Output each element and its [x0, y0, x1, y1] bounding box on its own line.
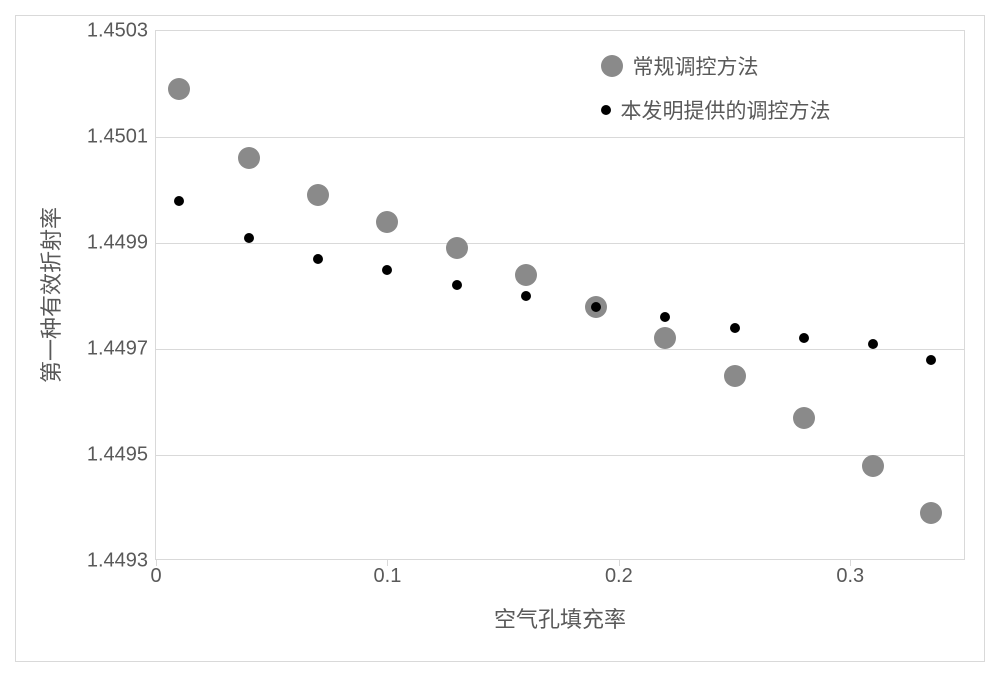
- data-point: [868, 339, 878, 349]
- data-point: [799, 333, 809, 343]
- gridline: [156, 455, 964, 456]
- data-point: [168, 78, 190, 100]
- data-point: [238, 147, 260, 169]
- data-point: [446, 237, 468, 259]
- gridline: [156, 349, 964, 350]
- legend-marker-icon: [601, 55, 623, 77]
- data-point: [724, 365, 746, 387]
- x-tick-label: 0: [150, 559, 161, 588]
- legend: 常规调控方法本发明提供的调控方法: [601, 51, 831, 125]
- x-axis-title: 空气孔填充率: [494, 602, 626, 634]
- y-tick-label: 1.4499: [87, 232, 156, 255]
- x-tick-label: 0.1: [374, 559, 402, 588]
- data-point: [862, 455, 884, 477]
- data-point: [313, 254, 323, 264]
- y-tick-label: 1.4497: [87, 338, 156, 361]
- y-tick-label: 1.4495: [87, 444, 156, 467]
- gridline: [156, 137, 964, 138]
- plot-area: 1.44931.44951.44971.44991.45011.450300.1…: [155, 30, 965, 560]
- y-tick-label: 1.4503: [87, 20, 156, 43]
- data-point: [452, 280, 462, 290]
- y-tick-label: 1.4493: [87, 550, 156, 573]
- data-point: [654, 327, 676, 349]
- data-point: [926, 355, 936, 365]
- legend-label: 本发明提供的调控方法: [621, 95, 831, 125]
- data-point: [307, 184, 329, 206]
- data-point: [382, 265, 392, 275]
- x-tick-label: 0.3: [836, 559, 864, 588]
- y-axis-title: 第一种有效折射率: [34, 207, 66, 383]
- legend-item: 常规调控方法: [601, 51, 831, 81]
- data-point: [591, 302, 601, 312]
- legend-marker-icon: [601, 105, 611, 115]
- data-point: [920, 502, 942, 524]
- data-point: [793, 407, 815, 429]
- data-point: [174, 196, 184, 206]
- data-point: [521, 291, 531, 301]
- x-tick-label: 0.2: [605, 559, 633, 588]
- data-point: [730, 323, 740, 333]
- gridline: [156, 243, 964, 244]
- data-point: [660, 312, 670, 322]
- data-point: [515, 264, 537, 286]
- data-point: [376, 211, 398, 233]
- legend-label: 常规调控方法: [633, 51, 759, 81]
- y-tick-label: 1.4501: [87, 126, 156, 149]
- data-point: [244, 233, 254, 243]
- legend-item: 本发明提供的调控方法: [601, 95, 831, 125]
